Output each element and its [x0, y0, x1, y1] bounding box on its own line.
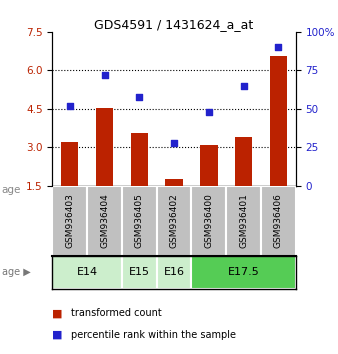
- Point: [171, 140, 177, 145]
- Bar: [122, 186, 157, 256]
- Text: GSM936404: GSM936404: [100, 193, 109, 248]
- Text: age ▶: age ▶: [2, 267, 30, 277]
- Text: E16: E16: [164, 267, 185, 277]
- Point: [102, 72, 107, 78]
- Point: [206, 109, 212, 115]
- Bar: [96, 108, 113, 186]
- Bar: [52, 186, 87, 256]
- Bar: [157, 186, 191, 256]
- Bar: [61, 142, 78, 186]
- Bar: [226, 186, 261, 256]
- Bar: [191, 256, 296, 289]
- Title: GDS4591 / 1431624_a_at: GDS4591 / 1431624_a_at: [94, 18, 254, 31]
- Bar: [261, 186, 296, 256]
- Text: GSM936400: GSM936400: [204, 193, 213, 248]
- Bar: [235, 137, 252, 186]
- Bar: [191, 186, 226, 256]
- Bar: [200, 145, 218, 186]
- Text: transformed count: transformed count: [71, 308, 162, 318]
- Text: percentile rank within the sample: percentile rank within the sample: [71, 330, 236, 339]
- Bar: [157, 256, 191, 289]
- Text: E14: E14: [77, 267, 98, 277]
- Bar: [130, 133, 148, 186]
- Point: [276, 45, 281, 50]
- Point: [137, 94, 142, 99]
- Text: GSM936403: GSM936403: [65, 193, 74, 248]
- Text: GSM936401: GSM936401: [239, 193, 248, 248]
- Text: E17.5: E17.5: [228, 267, 260, 277]
- Text: ■: ■: [52, 308, 63, 318]
- Point: [241, 83, 246, 88]
- Text: E15: E15: [129, 267, 150, 277]
- Bar: [87, 186, 122, 256]
- Bar: [270, 56, 287, 186]
- Bar: [52, 256, 122, 289]
- Bar: [122, 256, 157, 289]
- Text: GSM936405: GSM936405: [135, 193, 144, 248]
- Text: age: age: [2, 185, 21, 195]
- Text: GSM936402: GSM936402: [170, 193, 178, 248]
- Text: ■: ■: [52, 330, 63, 339]
- Point: [67, 103, 72, 109]
- Bar: [165, 179, 183, 186]
- Text: GSM936406: GSM936406: [274, 193, 283, 248]
